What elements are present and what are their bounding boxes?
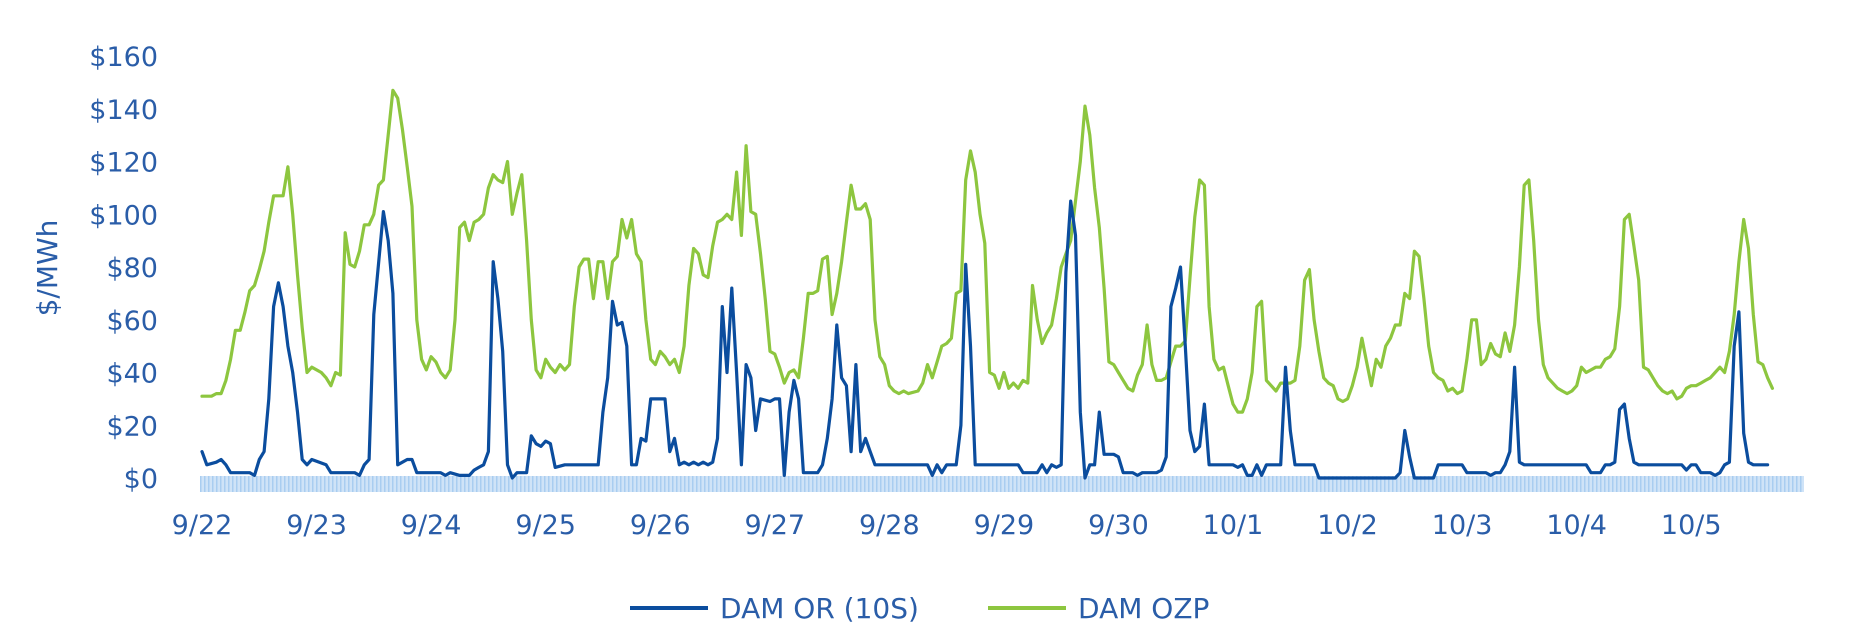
x-tick-label: 9/24 [401,510,462,541]
x-tick-label: 10/4 [1546,510,1607,541]
y-tick-label: $60 [106,306,158,337]
x-tick-label: 10/5 [1661,510,1722,541]
y-tick-label: $160 [89,42,158,73]
plot-area [200,88,1774,480]
series-line-dam-ozp [200,88,1774,414]
y-tick-label: $40 [106,359,158,390]
x-tick-label: 9/22 [172,510,233,541]
y-tick-label: $0 [124,464,158,495]
y-tick-label: $120 [89,148,158,179]
legend: DAM OR (10S) DAM OZP [630,592,1209,625]
x-axis-band [200,476,1804,492]
y-axis: $0 $20 $40 $60 $80 $100 $120 $140 $160 [89,42,158,495]
y-tick-label: $100 [89,200,158,231]
y-tick-label: $140 [89,95,158,126]
x-tick-label: 9/28 [859,510,920,541]
x-tick-label: 9/26 [630,510,691,541]
x-tick-label: 10/1 [1203,510,1264,541]
x-tick-label: 9/30 [1088,510,1149,541]
legend-label-dam-ozp: DAM OZP [1078,592,1209,625]
x-tick-label: 10/2 [1317,510,1378,541]
y-tick-label: $80 [106,253,158,284]
x-tick-label: 9/29 [974,510,1035,541]
x-tick-label: 9/23 [286,510,347,541]
legend-label-dam-or: DAM OR (10S) [720,592,919,625]
series-line-dam-or [200,199,1770,480]
x-tick-label: 10/3 [1432,510,1493,541]
y-axis-title: $/MWh [31,220,64,317]
y-tick-label: $20 [106,411,158,442]
x-tick-label: 9/25 [515,510,576,541]
x-axis: 9/22 9/23 9/24 9/25 9/26 9/27 9/28 9/29 9/30 10/1… [172,510,1722,541]
x-tick-label: 9/27 [744,510,805,541]
